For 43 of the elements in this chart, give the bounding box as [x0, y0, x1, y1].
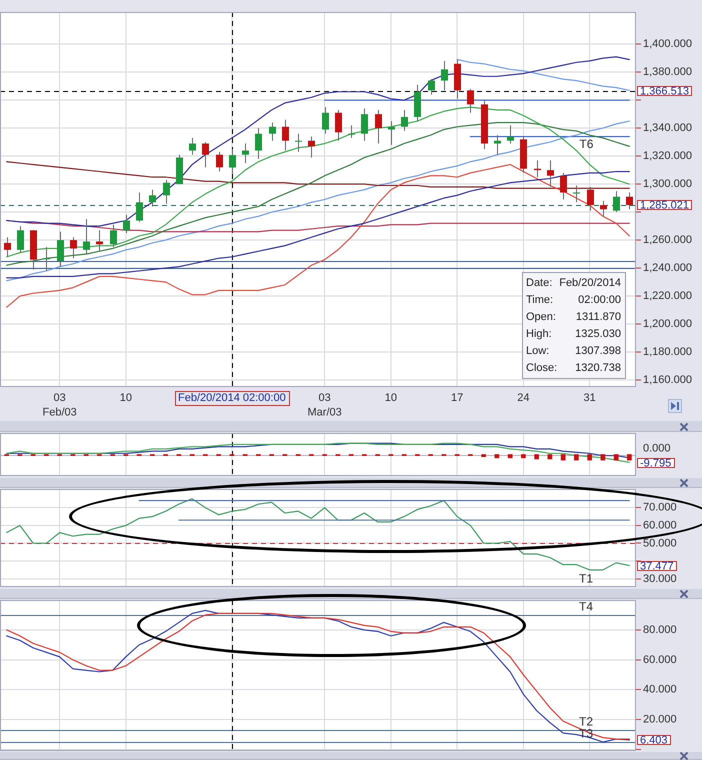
text: Time: 02:00:00: [526, 294, 621, 306]
y-tick-label: 20.000: [643, 714, 677, 726]
y-tick-label: 60.000: [643, 654, 677, 666]
y-tick-label: 50.000: [643, 537, 677, 550]
y-tick-label: 1,380.000: [643, 66, 692, 78]
x-tick-label: 17: [451, 392, 464, 404]
x-tick-label: 03 Feb/03: [42, 392, 77, 418]
x-tick-label: Feb/20/2014 02:00:00: [178, 392, 286, 404]
annotation: T1: [578, 571, 594, 586]
y-tick-label: 1,340.000: [643, 122, 692, 134]
ref-line-label: T2: [578, 714, 594, 728]
x-tick-label: 31: [584, 392, 596, 404]
y-tick-label: 60.000: [643, 519, 677, 532]
x-tick-label: 10: [384, 392, 397, 404]
text: Low: 1307.398: [526, 345, 621, 358]
y-tick-label: 1,320.000: [643, 150, 692, 162]
data-label: 6.403: [640, 734, 668, 747]
ref-line-label: T4: [578, 599, 594, 614]
x-tick-label: 24: [517, 392, 530, 404]
y-tick-label: 80.000: [643, 624, 677, 636]
y-tick-label: 1,200.000: [643, 318, 692, 330]
series-label: T6: [579, 136, 594, 151]
y-tick-label: 1,180.000: [643, 346, 692, 358]
x-tick-label: 03 Mar/03: [308, 392, 342, 418]
text: 0.000: [643, 442, 671, 455]
text: High: 1325.030: [526, 328, 621, 340]
ref-line-label: 1,366.513: [640, 86, 689, 98]
text: Close: 1320.738: [526, 362, 621, 374]
y-tick-label: 1,160.000: [643, 374, 692, 386]
annotation: Date: Feb/20/2014: [526, 277, 621, 290]
y-tick-label: 1,220.000: [643, 290, 692, 302]
text: -9.795: [640, 458, 672, 470]
text: Open: 1311.870: [526, 311, 621, 324]
y-tick-label: 1,240.000: [643, 262, 692, 274]
y-tick-label: 40.000: [643, 684, 677, 696]
y-tick-label: 30.000: [643, 572, 677, 585]
x-tick-label: 10: [120, 392, 132, 404]
y-tick-label: 1,260.000: [643, 234, 692, 246]
y-tick-label: 70.000: [643, 502, 677, 514]
data-label: 37.477: [640, 560, 674, 573]
y-tick-label: 1,300.000: [643, 178, 692, 190]
ref-line-label: 1,285.021: [640, 200, 689, 212]
y-tick-label: 1,400.000: [643, 38, 692, 50]
